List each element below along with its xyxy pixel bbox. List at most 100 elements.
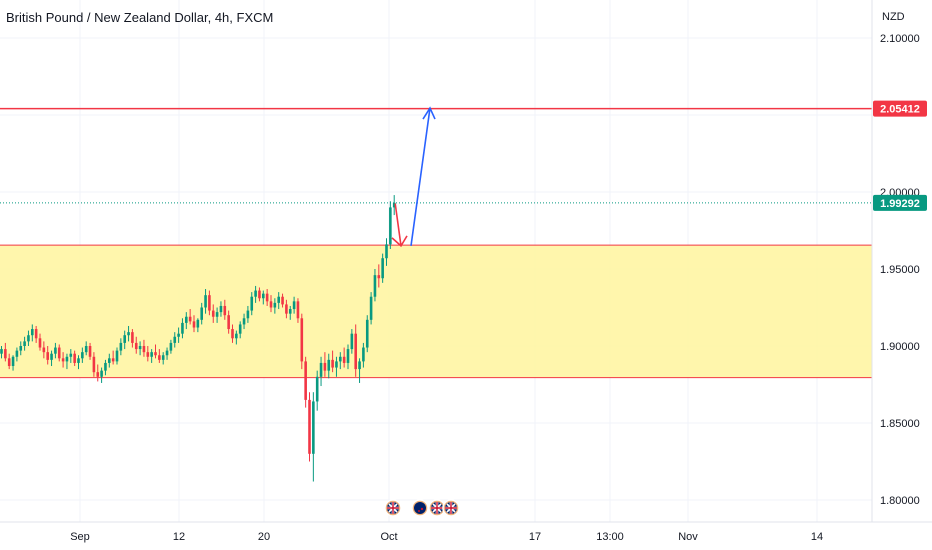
candlestick: [173, 332, 177, 348]
candlestick: [339, 352, 342, 370]
time-tick-label: 17: [529, 531, 541, 543]
candlestick: [377, 264, 381, 288]
candlestick: [281, 293, 284, 308]
candlestick: [246, 305, 250, 323]
candlestick: [358, 358, 361, 383]
candlestick: [7, 353, 11, 370]
candlestick: [177, 327, 180, 343]
candlestick: [346, 344, 350, 370]
candlestick: [288, 305, 292, 320]
candlestick: [385, 238, 388, 266]
candlestick: [188, 309, 192, 325]
candlestick: [235, 330, 238, 345]
candlestick: [54, 342, 57, 359]
candlestick: [373, 269, 377, 302]
time-tick-label: 14: [811, 531, 823, 543]
candlestick: [46, 346, 49, 365]
economic-events[interactable]: [384, 499, 460, 517]
candlestick: [4, 342, 7, 362]
time-tick-label: Oct: [380, 531, 397, 543]
candlestick: [111, 350, 115, 365]
candlestick: [73, 350, 76, 367]
candlestick: [50, 350, 53, 367]
candlestick: [61, 352, 65, 368]
candlestick: [142, 339, 146, 357]
candlestick: [204, 289, 207, 314]
candlestick: [369, 292, 373, 325]
candlestick: [254, 285, 257, 303]
candlestick: [223, 299, 227, 320]
candlestick: [389, 201, 392, 249]
candlestick: [331, 350, 334, 373]
time-tick-label: 13:00: [596, 531, 624, 543]
candlestick: [34, 325, 38, 343]
candlestick: [96, 364, 100, 382]
gbp-event-icon[interactable]: [442, 499, 460, 517]
time-tick-label: 20: [258, 531, 270, 543]
candlestick: [185, 312, 188, 330]
projection-arrows[interactable]: [391, 106, 436, 248]
candlestick: [38, 333, 42, 351]
time-axis-ticks[interactable]: Sep 12 20 Oct 17 13:00 Nov 14: [70, 531, 823, 543]
resistance-price-badge: 2.05412: [873, 100, 927, 117]
support-zone[interactable]: [0, 245, 872, 378]
candlestick: [65, 353, 69, 370]
candlestick: [354, 324, 357, 377]
candlestick: [77, 355, 80, 370]
current-price-badge: 1.99292: [873, 194, 927, 211]
candlestick: [115, 347, 119, 365]
candlestick: [392, 195, 396, 216]
candlestick: [285, 299, 288, 319]
price-tick-label: 1.95000: [880, 264, 920, 276]
candlestick: [57, 344, 61, 362]
candlestick: [138, 341, 142, 356]
candlestick: [69, 349, 73, 363]
candlestick: [127, 325, 130, 342]
target-arrow[interactable]: [410, 106, 436, 247]
candlestick: [350, 329, 354, 354]
candlestick: [238, 321, 242, 339]
candlestick: [104, 359, 107, 376]
candlestick: [11, 355, 15, 371]
candlestick: [31, 324, 34, 342]
price-axis-background[interactable]: [872, 0, 932, 522]
time-tick-label: Nov: [678, 531, 698, 543]
candlestick: [154, 344, 157, 359]
candlestick: [108, 353, 111, 368]
symbol-title[interactable]: British Pound / New Zealand Dollar, 4h, …: [6, 10, 274, 25]
candlestick: [100, 367, 103, 383]
gbp-event-icon[interactable]: [384, 499, 402, 517]
candlestick: [323, 352, 327, 377]
candlestick: [161, 352, 165, 365]
candlestick: [19, 341, 23, 356]
candlestick: [219, 301, 223, 317]
candlestick: [258, 287, 261, 302]
nzd-event-icon[interactable]: [411, 499, 429, 517]
candlesticks: [0, 195, 396, 482]
candlestick: [0, 346, 3, 359]
pullback-arrow[interactable]: [391, 203, 408, 248]
candlestick: [15, 347, 19, 362]
currency-label: NZD: [882, 11, 905, 23]
candlestick: [231, 324, 234, 343]
candlestick: [342, 347, 346, 368]
candlestick: [27, 330, 30, 346]
candlestick: [169, 339, 173, 354]
candlestick: [296, 298, 300, 323]
candlestick: [23, 336, 26, 351]
gbp-event-icon[interactable]: [428, 499, 446, 517]
time-tick-label: Sep: [70, 531, 90, 543]
candlestick: [192, 315, 196, 333]
candlestick: [250, 292, 254, 316]
candlestick: [211, 304, 215, 323]
candlestick: [312, 392, 315, 482]
candlestick: [200, 302, 203, 325]
candlestick: [277, 292, 280, 310]
price-tick-label: 1.90000: [880, 341, 920, 353]
candlestick: [196, 318, 200, 333]
candlestick: [150, 349, 153, 363]
candlestick: [315, 370, 319, 411]
candlestick: [327, 353, 331, 379]
svg-text:1.99292: 1.99292: [880, 198, 920, 210]
